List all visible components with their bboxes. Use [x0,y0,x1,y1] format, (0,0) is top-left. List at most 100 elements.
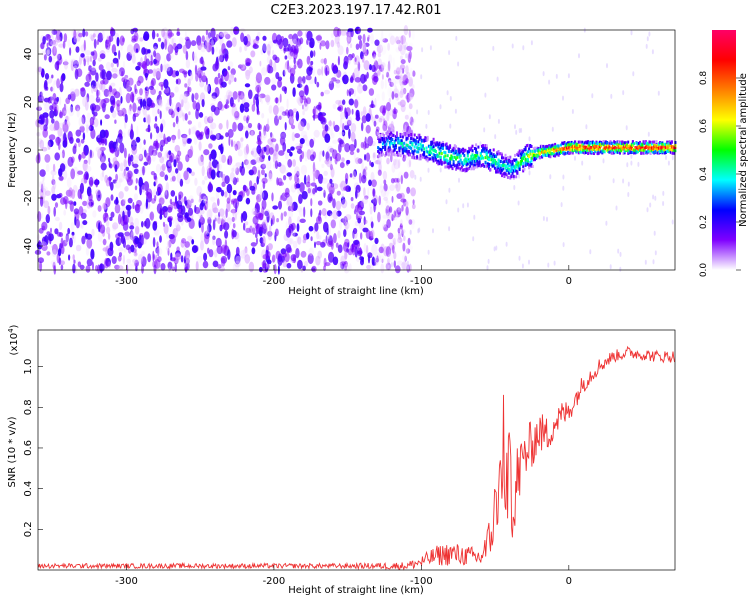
spectrogram-noise-cell [302,110,305,116]
spectrogram-signal-cell [464,169,467,173]
spectrogram-noise-cell [43,200,50,209]
spectrogram-signal-cell [399,132,402,136]
spectrogram-noise-cell [126,86,132,92]
spectrogram-signal-cell [516,160,519,164]
spectrogram-noise-cell [205,29,208,36]
spectrogram-noise-cell [321,66,324,76]
spectrogram-noise-cell [267,65,274,74]
snr-scale-label: (x104) [7,324,20,355]
spectrogram-signal-cell [477,145,480,149]
spectrogram-signal-cell [419,157,422,161]
spectrogram-noise-cell [377,169,382,176]
spectrogram-noise-cell [56,78,60,89]
spectrogram-noise-cell [404,45,407,50]
spectrogram-noise-cell [47,233,54,242]
spectrogram-signal-cell [491,164,494,168]
spectrogram-noise-cell [204,41,209,50]
spectrogram-noise-cell [172,136,175,144]
spectrogram-noise-cell [346,159,351,165]
spectrogram-noise-cell [364,195,369,200]
spectrogram-signal-cell [515,163,518,167]
spectrogram-signal-cell [501,164,503,168]
spectrogram-signal-cell [407,145,410,149]
spectrogram-noise-cell [325,151,330,162]
spectrogram-noise-cell [127,208,131,218]
spectrogram-signal-cell [501,168,503,172]
spectrogram-signal-cell [636,150,639,153]
spectrogram-signal-cell [393,148,396,152]
spectrogram-noise-cell [432,228,434,234]
spectrogram-signal-cell [479,153,482,157]
spectrogram-noise-cell [291,201,298,211]
spectrogram-noise-cell [118,172,125,183]
spectrogram-signal-cell [669,150,672,154]
spectrogram-signal-cell [482,156,485,160]
spectrogram-y-tick-label: -40 [23,238,34,254]
spectrogram-signal-cell [455,157,457,161]
spectrogram-noise-cell [310,149,314,154]
spectrogram-signal-cell [417,140,420,144]
spectrogram-noise-cell [581,160,584,166]
spectrogram-signal-cell [502,160,505,164]
spectrogram-noise-cell [134,259,139,267]
spectrogram-signal-cell [397,153,400,157]
spectrogram-noise-cell [216,163,222,171]
spectrogram-noise-cell [277,255,283,266]
spectrogram-noise-cell [254,152,259,163]
spectrogram-noise-cell [268,155,271,161]
spectrogram-signal-cell [528,163,531,167]
spectrogram-noise-cell [385,116,388,127]
spectrogram-noise-cell [394,93,399,98]
spectrogram-noise-cell [395,66,400,72]
spectrogram-signal-cell [521,157,524,161]
spectrogram-noise-cell [571,109,574,114]
spectrogram-signal-cell [495,162,498,166]
spectrogram-noise-cell [395,36,400,44]
spectrogram-signal-cell [390,131,393,135]
spectrogram-y-tick-label: 20 [23,96,34,109]
spectrogram-noise-cell [224,175,230,185]
spectrogram-signal-cell [672,148,675,152]
spectrogram-signal-cell [627,149,630,153]
spectrogram-noise-cell [358,39,363,49]
spectrogram-noise-cell [290,51,295,60]
spectrogram-signal-cell [631,148,634,151]
spectrogram-noise-cell [338,142,342,153]
spectrogram-noise-cell [314,241,316,249]
spectrogram-signal-cell [529,163,532,167]
spectrogram-noise-cell [341,129,346,137]
spectrogram-signal-cell [634,147,637,151]
spectrogram-signal-cell [622,151,625,155]
spectrogram-signal-cell [434,143,437,147]
spectrogram-signal-cell [515,158,518,162]
spectrogram-signal-cell [493,166,496,170]
spectrogram-noise-cell [200,232,205,244]
spectrogram-noise-cell [277,96,280,106]
spectrogram-noise-cell [225,98,229,105]
spectrogram-noise-cell [248,180,253,188]
spectrogram-signal-cell [611,148,614,152]
spectrogram-noise-cell [335,79,341,84]
spectrogram-signal-cell [506,156,509,160]
spectrogram-noise-cell [52,163,56,172]
spectrogram-noise-cell [199,57,202,64]
spectrogram-signal-cell [554,142,557,146]
spectrogram-noise-cell [86,258,93,267]
spectrogram-noise-cell [308,247,314,256]
spectrogram-noise-cell [324,133,331,143]
spectrogram-noise-cell [361,115,367,124]
spectrogram-noise-cell [395,182,401,192]
spectrogram-noise-cell [125,244,131,251]
spectrogram-noise-cell [86,238,93,249]
spectrogram-noise-cell [134,185,138,191]
spectrogram-signal-cell [624,141,627,145]
spectrogram-noise-cell [178,37,184,45]
spectrogram-signal-cell [458,162,461,166]
spectrogram-signal-cell [628,144,631,148]
spectrogram-noise-cell [184,252,187,260]
spectrogram-noise-cell [306,39,309,45]
spectrogram-noise-cell [408,78,413,87]
spectrogram-noise-cell [313,112,316,121]
spectrogram-signal-cell [523,148,526,152]
spectrogram-noise-cell [256,237,258,245]
